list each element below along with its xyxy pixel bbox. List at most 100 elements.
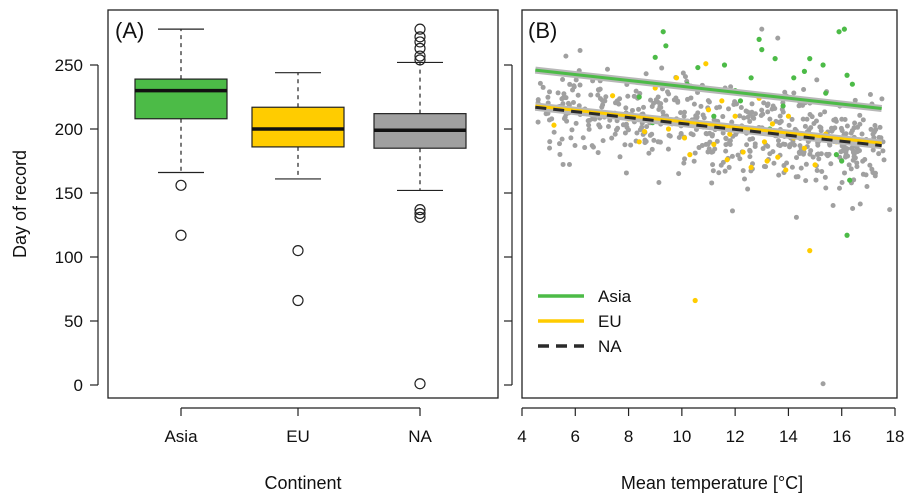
point-na [636, 106, 642, 112]
point-na [643, 71, 649, 77]
point-na [727, 138, 733, 144]
point-na [625, 127, 631, 133]
point-na [813, 177, 819, 183]
point-na [823, 185, 829, 191]
point-na [789, 164, 795, 170]
point-na [666, 132, 672, 138]
point-na [698, 103, 704, 109]
x-tick-label: 4 [517, 427, 526, 446]
point-na [811, 120, 817, 126]
point-na [596, 87, 602, 93]
point-na [761, 100, 767, 106]
point-asia [652, 54, 658, 60]
x-tick-label: 14 [779, 427, 798, 446]
outlier-point [414, 42, 426, 54]
point-na [759, 26, 765, 32]
x-tick-label: 16 [832, 427, 851, 446]
point-na [798, 165, 804, 171]
point-asia [836, 29, 842, 35]
point-na [710, 168, 716, 174]
point-na [575, 92, 581, 98]
point-na [569, 127, 575, 133]
point-na [722, 168, 728, 174]
point-na [592, 116, 598, 122]
panel-b-x-axis-label: Mean temperature [°C] [621, 473, 803, 493]
point-na [597, 96, 603, 102]
point-na [614, 98, 620, 104]
point-na [648, 97, 654, 103]
point-asia [791, 75, 797, 81]
point-asia [823, 90, 829, 96]
point-na [731, 101, 737, 107]
point-na [876, 151, 882, 157]
point-eu [727, 131, 733, 137]
point-na [770, 103, 776, 109]
point-asia [721, 62, 728, 68]
point-na [623, 170, 629, 176]
point-eu [665, 126, 672, 132]
point-na [681, 160, 687, 166]
outlier-point [414, 54, 426, 66]
box-asia [134, 28, 228, 241]
point-na [803, 161, 809, 167]
point-na [573, 120, 579, 126]
point-asia [737, 98, 744, 104]
point-na [699, 142, 705, 148]
point-eu [551, 122, 557, 128]
point-na [729, 119, 735, 125]
point-na [609, 135, 615, 141]
point-na [729, 208, 735, 214]
panel-b-scatter: (B) 4 6 8 10 12 14 16 18 Asia EU NA Mean temperat… [504, 9, 904, 493]
point-eu [769, 121, 776, 127]
point-na [566, 161, 572, 167]
point-asia [847, 177, 853, 183]
point-na [797, 150, 803, 156]
point-na [586, 126, 592, 132]
point-na [780, 109, 786, 115]
point-na [622, 130, 628, 136]
point-na [810, 154, 816, 160]
point-asia [844, 232, 850, 238]
point-eu [711, 141, 717, 147]
point-na [780, 141, 786, 147]
point-na [817, 112, 823, 118]
point-na [836, 185, 842, 191]
point-na [808, 125, 814, 131]
point-na [856, 148, 862, 154]
y-tick-label: 250 [55, 56, 83, 75]
point-na [849, 128, 855, 134]
point-na [800, 116, 806, 122]
point-na [843, 154, 849, 160]
x-tick-label-asia: Asia [164, 427, 198, 446]
point-na [729, 153, 735, 159]
point-na [561, 116, 567, 122]
point-na [570, 99, 576, 105]
point-na [535, 97, 541, 103]
point-na [600, 138, 606, 144]
point-na [838, 125, 844, 131]
point-eu [775, 154, 781, 160]
point-na [692, 150, 698, 156]
point-na [791, 90, 797, 96]
point-na [747, 119, 753, 125]
point-na [605, 123, 611, 129]
point-na [577, 47, 583, 53]
point-na [860, 171, 866, 177]
point-na [877, 124, 883, 130]
point-na [880, 148, 886, 154]
panel-b-frame [521, 9, 898, 399]
point-na [571, 83, 577, 89]
point-na [628, 142, 634, 148]
point-na [714, 138, 720, 144]
point-na [676, 171, 682, 177]
point-eu [761, 139, 768, 145]
point-na [649, 103, 655, 109]
point-na [793, 174, 799, 180]
point-asia [756, 36, 762, 43]
point-na [814, 77, 820, 83]
point-na [814, 168, 820, 174]
point-na [775, 35, 781, 41]
point-na [782, 89, 788, 95]
panel-b-y-axis [504, 64, 513, 386]
point-na [682, 74, 688, 80]
